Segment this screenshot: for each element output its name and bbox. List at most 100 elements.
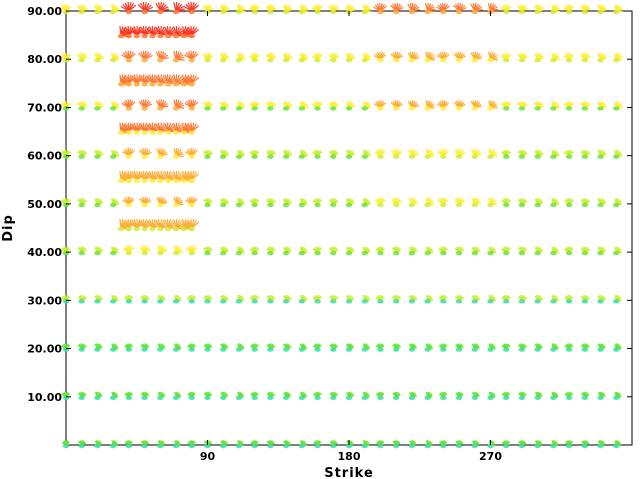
- mechanism-mark: [424, 100, 435, 111]
- mechanism-mark: [375, 294, 385, 304]
- y-tick-label: 10.00: [27, 391, 62, 404]
- mechanism-mark: [235, 52, 246, 63]
- mechanism-mark: [249, 246, 260, 256]
- mechanism-mark: [140, 294, 150, 304]
- mechanism-mark: [374, 148, 386, 159]
- mechanism-mark: [436, 51, 450, 63]
- mechanism-mark: [550, 343, 559, 352]
- x-tick-label: 90: [200, 450, 216, 463]
- mechanism-mark: [563, 4, 575, 15]
- mechanism-mark: [235, 101, 246, 111]
- mechanism-mark: [266, 440, 275, 449]
- mechanism-mark: [235, 149, 245, 159]
- mechanism-mark: [375, 391, 385, 400]
- mechanism-mark: [424, 294, 433, 304]
- mechanism-mark: [94, 343, 103, 352]
- mechanism-mark: [374, 197, 386, 208]
- y-tick-label: 90.00: [27, 5, 62, 18]
- mechanism-mark: [184, 147, 198, 159]
- mechanism-mark: [266, 343, 276, 352]
- mechanism-mark: [437, 197, 449, 208]
- mechanism-mark: [345, 198, 355, 208]
- mechanism-mark: [157, 391, 166, 400]
- mechanism-mark: [374, 100, 387, 111]
- mechanism-mark: [121, 147, 136, 159]
- mechanism-mark: [408, 391, 417, 400]
- mechanism-mark: [220, 294, 229, 304]
- mechanism-mark: [109, 440, 118, 449]
- mechanism-mark: [596, 101, 607, 111]
- mechanism-mark: [235, 440, 244, 449]
- mechanism-mark: [563, 246, 574, 256]
- mechanism-mark: [407, 3, 420, 15]
- mechanism-mark: [235, 246, 245, 256]
- mechanism-marks: [60, 1, 623, 449]
- mechanism-mark: [597, 294, 606, 304]
- mechanism-mark: [138, 147, 152, 159]
- y-tick-label: 20.00: [27, 343, 62, 356]
- mechanism-mark: [501, 294, 511, 304]
- mechanism-mark: [329, 440, 338, 449]
- mechanism-mark: [298, 149, 308, 159]
- mechanism-mark: [124, 294, 134, 304]
- mechanism-mark: [580, 294, 590, 304]
- mechanism-mark: [312, 294, 322, 304]
- mechanism-mark: [424, 148, 435, 159]
- mechanism-mark: [311, 52, 323, 63]
- mechanism-mark: [487, 440, 496, 449]
- mechanism-mark: [298, 246, 308, 256]
- mechanism-mark: [455, 440, 464, 449]
- mechanism-mark: [129, 122, 145, 135]
- mechanism-mark: [235, 198, 245, 208]
- mechanism-mark: [93, 52, 104, 63]
- mechanism-mark: [203, 198, 213, 208]
- mechanism-mark: [550, 4, 560, 15]
- mechanism-mark: [438, 440, 448, 449]
- mechanism-mark: [157, 343, 166, 352]
- mechanism-mark: [109, 4, 120, 15]
- mechanism-mark: [408, 246, 418, 256]
- mechanism-mark: [453, 100, 466, 111]
- mechanism-mark: [424, 391, 433, 400]
- mechanism-mark: [219, 246, 229, 256]
- mechanism-mark: [390, 148, 403, 159]
- mechanism-mark: [580, 198, 591, 208]
- mechanism-mark: [282, 343, 292, 352]
- mechanism-mark: [563, 101, 575, 111]
- mechanism-mark: [408, 197, 419, 208]
- mechanism-mark: [172, 147, 184, 159]
- mechanism-mark: [361, 149, 371, 159]
- mechanism-mark: [139, 196, 152, 208]
- mechanism-mark: [203, 246, 213, 256]
- mechanism-mark: [345, 4, 356, 15]
- mechanism-mark: [265, 149, 277, 159]
- y-axis-ticks: 10.00 20.00 30.00 40.00 50.00 60.00 70.00 80.00…: [27, 5, 632, 404]
- mechanism-mark: [61, 440, 70, 449]
- mechanism-mark: [93, 149, 104, 159]
- mechanism-mark: [580, 149, 591, 159]
- mechanism-mark: [265, 52, 277, 63]
- mechanism-mark: [487, 197, 497, 208]
- mechanism-mark: [60, 101, 72, 111]
- mechanism-mark: [500, 101, 512, 111]
- mechanism-mark: [298, 52, 309, 63]
- mechanism-mark: [298, 391, 307, 400]
- mechanism-mark: [436, 100, 450, 111]
- mechanism-mark: [328, 149, 339, 159]
- mechanism-mark: [564, 343, 574, 352]
- mechanism-mark: [76, 52, 88, 63]
- mechanism-mark: [361, 4, 372, 15]
- mechanism-mark: [219, 149, 230, 159]
- mechanism-mark: [453, 51, 467, 63]
- mechanism-mark: [60, 149, 71, 159]
- mechanism-mark: [93, 101, 104, 111]
- mechanism-mark: [580, 343, 590, 352]
- mechanism-mark: [219, 4, 230, 15]
- mechanism-mark: [361, 101, 371, 111]
- mechanism-mark: [203, 391, 213, 400]
- mechanism-mark: [60, 246, 71, 256]
- mechanism-mark: [76, 101, 88, 111]
- mechanism-mark: [183, 26, 200, 39]
- mechanism-mark: [183, 218, 200, 232]
